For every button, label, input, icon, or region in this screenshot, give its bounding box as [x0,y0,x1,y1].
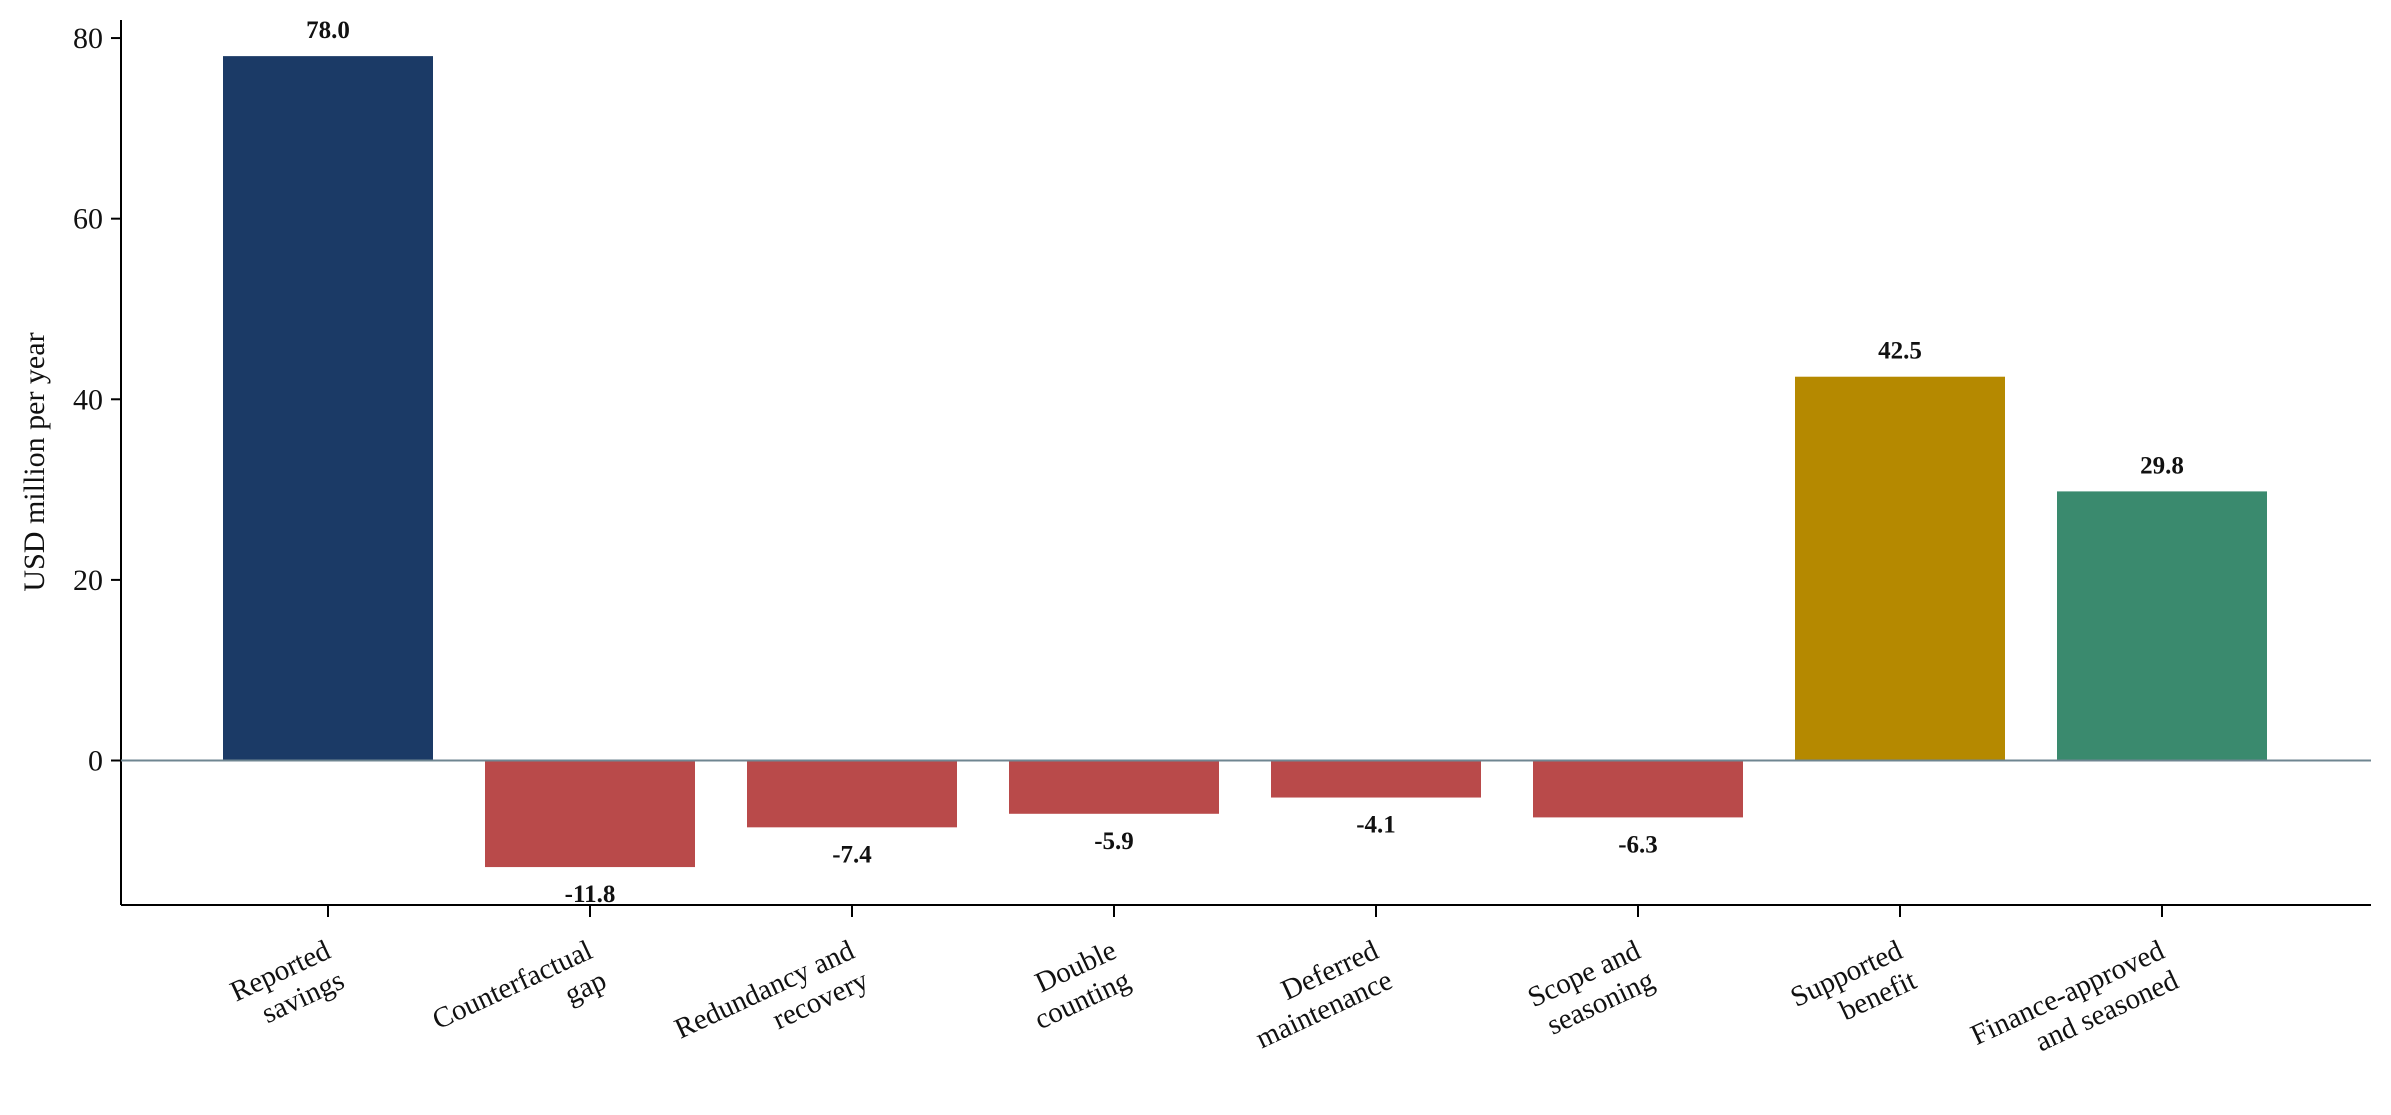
bar [1271,760,1481,798]
bar [1795,376,2005,761]
bars [223,56,2267,868]
y-tick-label: 40 [73,383,103,416]
bar [1009,760,1219,814]
x-axis [121,904,2371,917]
bar [223,56,433,761]
value-label: -5.9 [1094,828,1134,855]
bar [747,760,957,828]
y-tick-label: 80 [73,22,103,55]
bar [2057,491,2267,761]
value-label: -6.3 [1618,831,1658,858]
y-tick-label: 60 [73,203,103,236]
value-label: -11.8 [565,881,616,908]
value-label: -4.1 [1356,812,1396,839]
value-labels: 78.0 -11.8 -7.4 -5.9 -4.1 -6.3 42.5 29.8 [306,17,2184,908]
y-axis: 0 20 40 60 80 [73,20,122,905]
y-tick-label: 20 [73,564,103,597]
value-label: 29.8 [2140,452,2184,479]
value-label: -7.4 [832,841,872,868]
value-label: 78.0 [306,17,350,44]
y-tick-label: 0 [88,745,103,778]
value-label: 42.5 [1878,338,1922,365]
y-axis-label: USD million per year [18,332,51,591]
bar [1533,760,1743,818]
bar [485,760,695,868]
